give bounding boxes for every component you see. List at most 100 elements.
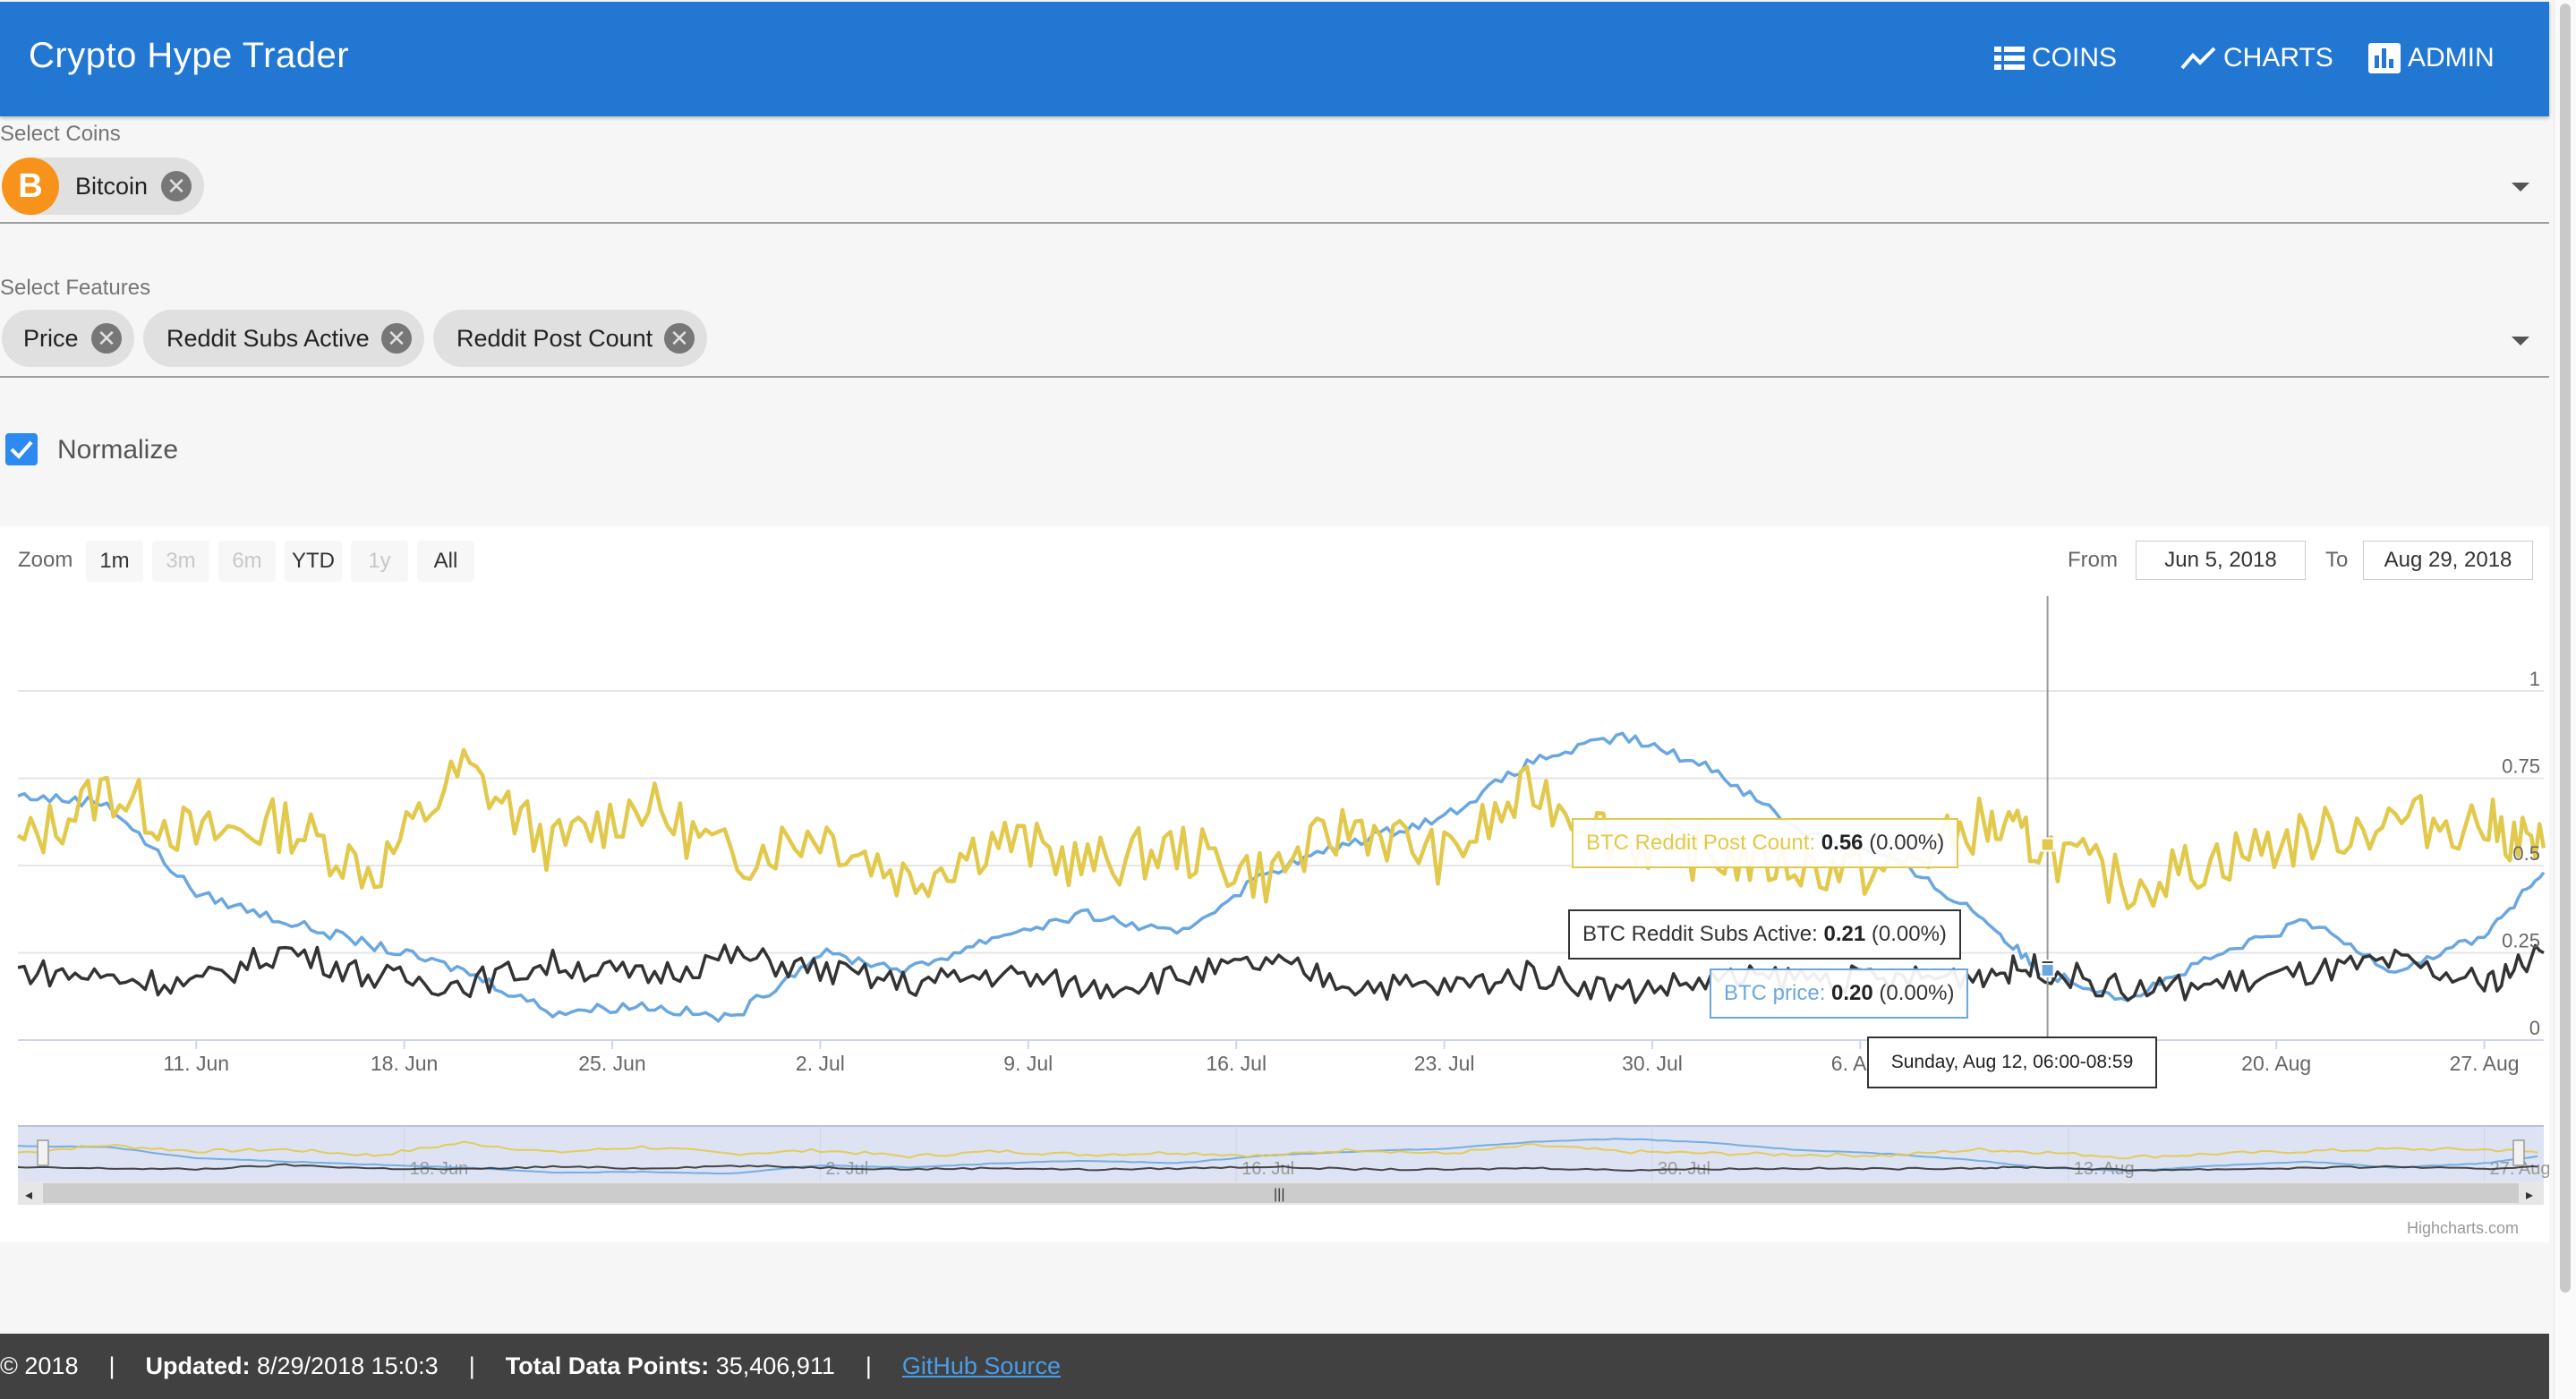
- footer-updated-value: 8/29/2018 15:0:3: [257, 1352, 439, 1379]
- x-tick-label: 16. Jul: [1206, 1052, 1267, 1075]
- bitcoin-icon: B: [2, 158, 59, 215]
- tooltip-post-count-space: [1864, 831, 1870, 856]
- select-coins-label: Select Coins: [0, 122, 121, 146]
- footer-separator: |: [865, 1352, 872, 1379]
- navigator-scrollbar-thumb[interactable]: [43, 1183, 2519, 1203]
- y-tick-label: 1: [2529, 668, 2540, 690]
- zoom-3m-button[interactable]: 3m: [152, 541, 209, 582]
- normalize-checkbox[interactable]: [5, 433, 38, 465]
- footer-points-value: 35,406,911: [715, 1352, 835, 1379]
- chip-reddit-subs-active: Reddit Subs Active ✕: [143, 310, 424, 367]
- chip-bitcoin: B Bitcoin ✕: [2, 158, 204, 215]
- nav-charts-label: CHARTS: [2223, 43, 2333, 73]
- series-line-btc-price: [17, 731, 2546, 1023]
- tooltip-subs-active-pct: (0.00%): [1871, 922, 1947, 946]
- remove-bitcoin-icon[interactable]: ✕: [161, 171, 192, 201]
- tooltip-subs-active-value: 0.21: [1823, 922, 1866, 946]
- zoom-all-button[interactable]: All: [417, 541, 474, 582]
- footer-separator: |: [468, 1352, 475, 1379]
- tooltip-post-count-pct: (0.00%): [1869, 831, 1945, 855]
- select-features-label: Select Features: [0, 276, 151, 300]
- navigator-mask: [18, 1126, 2544, 1181]
- page-scrollbar[interactable]: [2554, 0, 2576, 1399]
- page-scrollbar-thumb[interactable]: [2560, 4, 2571, 1292]
- navigator[interactable]: 18. Jun 2. Jul 16. Jul 30. Jul 13. Aug 27. Au…: [17, 1125, 2549, 1205]
- x-tick-label: 25. Jun: [578, 1052, 645, 1075]
- github-source-link[interactable]: GitHub Source: [901, 1352, 1061, 1379]
- chip-price: Price ✕: [2, 310, 134, 367]
- x-tick-label: 23. Jul: [1414, 1052, 1475, 1075]
- tooltip-post-count-sep: :: [1809, 831, 1821, 855]
- chip-price-label: Price: [23, 324, 79, 352]
- remove-reddit-post-count-icon[interactable]: ✕: [664, 323, 695, 354]
- scroll-right-arrow-icon[interactable]: ▸: [2526, 1188, 2533, 1203]
- price-chart[interactable]: 11. Jun 18. Jun 25. Jun 2. Jul 9. Jul 16. Jul…: [0, 591, 2549, 1235]
- tooltip-subs-active-space: [1865, 922, 1872, 947]
- tooltip-price-value: 0.20: [1831, 981, 1873, 1005]
- tooltip-price-pct: (0.00%): [1879, 981, 1955, 1005]
- footer: © 2018 | Updated: 8/29/2018 15:0:3 | Tot…: [0, 1334, 2549, 1399]
- top-app-bar: Crypto Hype Trader COINS CHARTS ADMIN: [0, 2, 2549, 116]
- zoom-1y-button[interactable]: 1y: [351, 541, 408, 582]
- nav-admin-label: ADMIN: [2408, 43, 2495, 73]
- x-tick-label: 18. Jun: [371, 1052, 438, 1075]
- navigator-series-line: [17, 1140, 2538, 1160]
- select-coins-field[interactable]: B Bitcoin ✕: [0, 149, 2549, 224]
- tooltip-subs-active-name: BTC Reddit Subs Active: [1582, 922, 1813, 946]
- x-tick-label: 27. Aug: [2450, 1052, 2520, 1075]
- crosshair: [2040, 596, 2055, 1040]
- x-tick-label: 30. Jul: [1622, 1052, 1683, 1075]
- navigator-tick-label: 27. Aug: [2490, 1159, 2549, 1179]
- chip-reddit-subs-active-label: Reddit Subs Active: [166, 324, 370, 352]
- zoom-6m-button[interactable]: 6m: [218, 541, 276, 582]
- crosshair-marker: [2040, 963, 2055, 977]
- list-icon: [1994, 47, 2025, 70]
- tooltip-price-name: BTC price: [1724, 981, 1820, 1005]
- coins-dropdown-caret-icon[interactable]: [2512, 183, 2529, 192]
- tooltip-post-count-name: BTC Reddit Post Count: [1586, 831, 1810, 855]
- navigator-handle[interactable]: [37, 1139, 49, 1166]
- y-tick-label: 0.25: [2502, 930, 2540, 952]
- zoom-ytd-button[interactable]: YTD: [285, 541, 342, 582]
- tooltip-price: BTC price: 0.20 (0.00%): [1710, 968, 1969, 1019]
- from-date-input[interactable]: Jun 5, 2018: [2136, 541, 2306, 580]
- to-date-input[interactable]: Aug 29, 2018: [2363, 541, 2533, 580]
- footer-copyright: © 2018: [0, 1352, 79, 1379]
- bar-chart-icon: [2368, 43, 2401, 73]
- scroll-left-arrow-icon[interactable]: ◂: [25, 1188, 32, 1203]
- nav-admin[interactable]: ADMIN: [2368, 43, 2495, 73]
- features-dropdown-caret-icon[interactable]: [2512, 337, 2529, 345]
- zoom-1m-button[interactable]: 1m: [86, 541, 143, 582]
- highcharts-credits[interactable]: Highcharts.com: [2406, 1219, 2519, 1237]
- tooltip-subs-active-sep: :: [1812, 922, 1824, 946]
- remove-reddit-subs-active-icon[interactable]: ✕: [381, 323, 412, 354]
- normalize-label: Normalize: [57, 435, 179, 465]
- app-title: Crypto Hype Trader: [29, 36, 350, 75]
- tooltip-post-count-value: 0.56: [1821, 831, 1864, 855]
- x-tick-label: 20. Aug: [2241, 1052, 2311, 1075]
- zoom-label: Zoom: [18, 548, 73, 572]
- chart-panel: [0, 526, 2549, 1242]
- y-tick-label: 0.5: [2512, 842, 2540, 865]
- nav-coins[interactable]: COINS: [1994, 43, 2117, 73]
- select-features-field[interactable]: Price ✕ Reddit Subs Active ✕ Reddit Post…: [0, 303, 2549, 378]
- scroll-grip-icon: |||: [1274, 1187, 1284, 1202]
- x-tick-label: 11. Jun: [163, 1052, 229, 1075]
- navigator-tick-label: 16. Jul: [1241, 1159, 1294, 1179]
- x-axis: 11. Jun 18. Jun 25. Jun 2. Jul 9. Jul 16. Jul…: [18, 1039, 2544, 1075]
- navigator-handle[interactable]: [2512, 1139, 2525, 1166]
- remove-price-icon[interactable]: ✕: [91, 323, 122, 354]
- nav-charts[interactable]: CHARTS: [2180, 43, 2333, 73]
- footer-updated-label: Updated:: [145, 1352, 251, 1379]
- footer-separator: |: [108, 1352, 115, 1379]
- tooltip-post-count: BTC Reddit Post Count: 0.56 (0.00%): [1572, 818, 1959, 868]
- tooltip-price-sep: :: [1819, 981, 1832, 1005]
- check-icon: [10, 440, 33, 459]
- nav-coins-label: COINS: [2032, 43, 2118, 73]
- chart-series: [16, 731, 2546, 1023]
- navigator-series-line: [17, 1163, 2538, 1173]
- crosshair-marker: [2040, 837, 2055, 852]
- to-label: To: [2325, 548, 2349, 572]
- from-label: From: [2068, 548, 2118, 572]
